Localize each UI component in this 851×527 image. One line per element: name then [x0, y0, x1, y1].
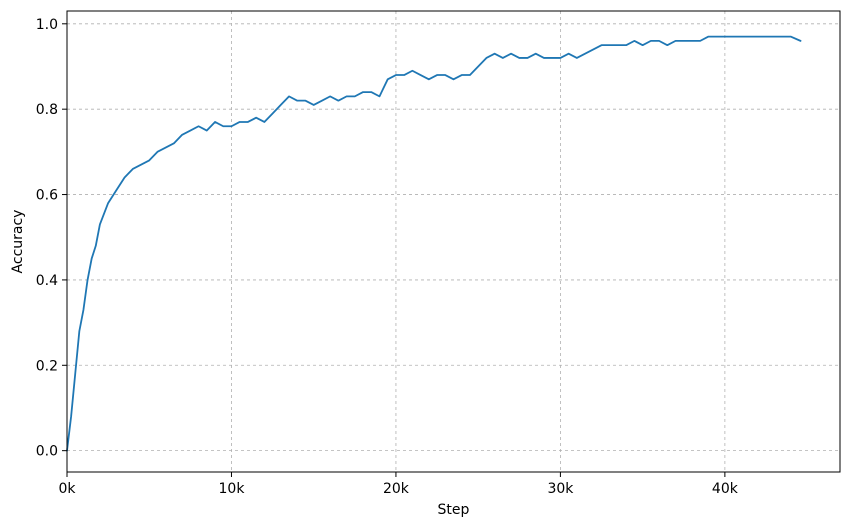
y-tick-label: 0.8 — [36, 102, 58, 118]
x-tick-label: 30k — [547, 481, 574, 497]
x-axis: 0k 10k 20k 30k 40k — [58, 472, 739, 497]
x-tick-label: 0k — [58, 481, 76, 497]
series-line-0 — [66, 35, 802, 452]
x-tick-label: 20k — [383, 481, 410, 497]
plot-frame — [66, 10, 841, 473]
y-tick-label: 0.0 — [36, 444, 58, 460]
y-tick-label: 0.4 — [36, 273, 58, 289]
y-tick-label: 0.6 — [36, 188, 58, 204]
x-axis-title: Step — [438, 502, 470, 518]
x-tick-label: 40k — [712, 481, 739, 497]
y-tick-label: 0.2 — [36, 358, 58, 374]
y-axis-title: Accuracy — [10, 210, 26, 274]
y-tick-label: 1.0 — [36, 17, 58, 33]
y-axis: 0.0 0.2 0.4 0.6 0.8 1.0 — [36, 17, 67, 460]
grid — [66, 11, 840, 472]
x-tick-label: 10k — [219, 481, 246, 497]
series-layer — [66, 35, 802, 452]
